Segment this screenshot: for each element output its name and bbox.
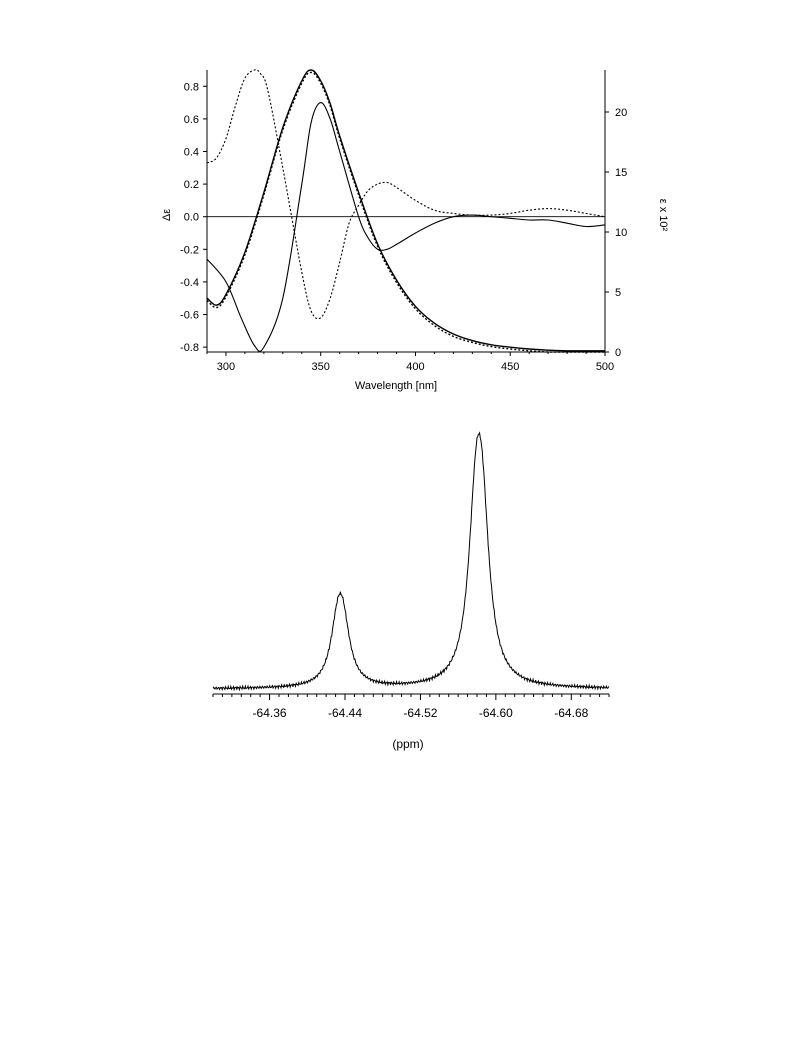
cd-x-axis-label: Wavelength [nm] (355, 380, 437, 392)
cd-y-axis-right-label: ε x 10² (657, 199, 669, 232)
nmr-x-tick-label: -64.44 (328, 706, 362, 720)
cd-x-tick-label: 450 (501, 361, 519, 373)
cd-y-right-tick-label: 15 (615, 167, 627, 179)
cd-y-left-tick-label: -0.8 (180, 342, 199, 354)
nmr-axes: -64.36 -64.44 -64.52 -64.60 -64.68 (212, 693, 610, 720)
cd-y-left-tick-label: -0.2 (180, 244, 199, 256)
cd-y-left-tick-label: 0.0 (184, 212, 199, 224)
nmr-x-axis-label: (ppm) (392, 737, 423, 751)
cd-y-left-tick-label: -0.4 (180, 277, 199, 289)
nmr-x-tick-label: -64.36 (253, 706, 287, 720)
cd-y-left-tick-label: 0.8 (184, 81, 199, 93)
cd-series-line-4 (206, 71, 605, 353)
cd-y-left-tick-label: 0.2 (184, 179, 199, 191)
nmr-spectrum-trace (212, 431, 610, 692)
nmr-x-tick-label: -64.60 (479, 706, 513, 720)
cd-y-left-tick-label: -0.6 (180, 310, 199, 322)
cd-x-tick-label: 400 (406, 361, 424, 373)
cd-y-right-tick-label: 20 (615, 107, 627, 119)
cd-y-left-tick-label: 0.4 (184, 147, 199, 159)
cd-axes: 300 350 400 450 500 -0.8 -0.6 -0.4 -0.2 0.0 0.2 0.4… (180, 70, 627, 373)
cd-series-line-1 (206, 102, 606, 352)
cd-series-group (206, 69, 606, 353)
cd-y-axis-left-label: Δε (161, 209, 173, 221)
cd-y-right-tick-label: 5 (615, 287, 621, 299)
cd-x-tick-label: 500 (596, 361, 614, 373)
cd-series-line-3 (206, 69, 605, 352)
cd-y-right-tick-label: 0 (615, 347, 621, 359)
cd-y-right-tick-label: 10 (615, 227, 627, 239)
nmr-x-tick-label: -64.68 (554, 706, 588, 720)
cd-uv-spectrum-chart: 300 350 400 450 500 -0.8 -0.6 -0.4 -0.2 0.0 0.2 0.4… (161, 69, 669, 392)
nmr-x-tick-label: -64.52 (403, 706, 437, 720)
cd-x-tick-label: 300 (217, 361, 235, 373)
cd-x-tick-label: 350 (312, 361, 330, 373)
cd-y-left-tick-label: 0.6 (184, 114, 199, 126)
cd-series-line-2 (206, 69, 606, 320)
